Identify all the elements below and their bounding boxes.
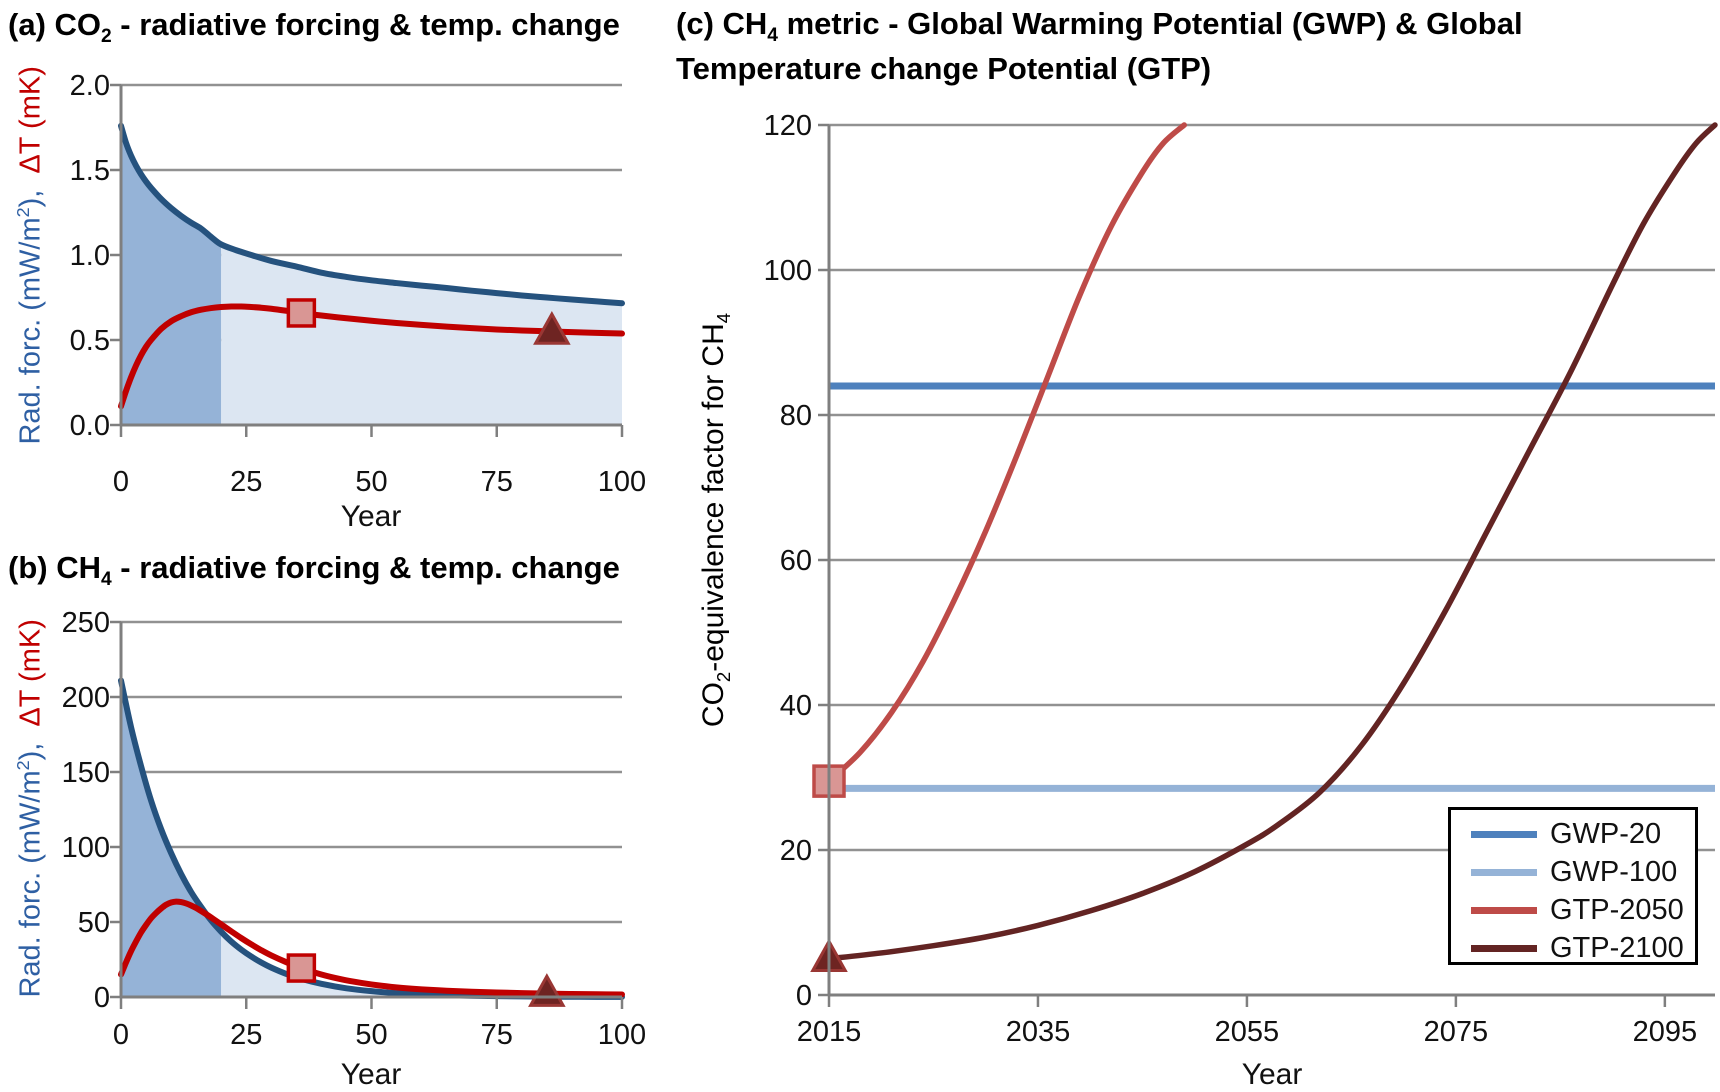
legend-line-swatch [1471,944,1537,952]
legend: GWP-20 GWP-100 GTP-2050 GTP-2100 [1448,807,1698,965]
panel-b-plot: 0 25 50 75 100 0 50 100 150 200 250 [62,607,647,1051]
x-tick-label: 2015 [797,1016,862,1048]
legend-item-gwp-20: GWP-20 [1471,815,1695,853]
panel-a-y-axis-label: Rad. forc. (mW/m2), ΔT (mK) [12,66,47,445]
x-tick-label: 50 [355,1019,387,1051]
shaded-area-20-100yr [221,931,622,997]
x-tick-label: 75 [481,466,513,498]
series-gtp-2100 [826,122,1718,962]
y-tick-label: 150 [62,757,110,789]
x-tick-label: 2035 [1006,1016,1071,1048]
y-tick-label: 0 [94,982,110,1014]
legend-item-gtp-2050: GTP-2050 [1471,891,1695,929]
y-tick-label: 60 [780,545,812,577]
y-tick-label: 100 [764,255,812,287]
x-tick-label: 75 [481,1019,513,1051]
panel-b-x-axis-label: Year [340,1058,402,1091]
x-tick-label: 2075 [1424,1016,1489,1048]
panel-a-x-axis-label: Year [340,500,402,533]
y-tick-label: 1.0 [70,240,110,272]
legend-item-gtp-2100: GTP-2100 [1471,929,1695,967]
y-tick-label: 200 [62,682,110,714]
series-gtp-2050 [826,122,1187,784]
y-tick-label: 120 [764,110,812,142]
panel-b-title: (b) CH4 - radiative forcing & temp. chan… [8,550,620,591]
y-tick-label: 40 [780,690,812,722]
y-tick-label: 2.0 [70,70,110,102]
panel-a-plot: 0 25 50 75 100 0.0 0.5 1.0 1.5 2.0 [70,70,647,498]
x-tick-label: 0 [113,1019,129,1051]
y-tick-label: 0.0 [70,410,110,442]
x-tick-label: 25 [230,466,262,498]
series-co2-temp-change [118,303,625,410]
shaded-area-0-20yr [121,680,222,997]
marker-square-2050 [286,298,317,328]
panel-c-y-axis-label: CO2-equivalence factor for CH4 [697,312,734,728]
x-tick-label: 2095 [1633,1016,1698,1048]
y-tick-label: 250 [62,607,110,639]
panel-c-plot: 2015 2035 2055 2075 2095 0 20 40 60 80 100 120 [764,110,1718,1048]
series-ch4-temp-change [118,898,625,998]
series-co2-rad-forc- [118,122,625,307]
x-tick-label: 100 [598,466,646,498]
legend-line-swatch [1471,868,1537,876]
y-tick-label: 100 [62,832,110,864]
x-tick-label: 50 [355,466,387,498]
legend-line-swatch [1471,906,1537,914]
x-tick-label: 100 [598,1019,646,1051]
y-tick-label: 1.5 [70,155,110,187]
panel-b-y-axis-label: Rad. forc. (mW/m2), ΔT (mK) [12,619,47,998]
x-tick-label: 2055 [1215,1016,1280,1048]
marker-triangle-2100 [533,311,571,345]
legend-item-gwp-100: GWP-100 [1471,853,1695,891]
shaded-area-20-100yr [221,244,622,425]
x-tick-label: 25 [230,1019,262,1051]
legend-line-swatch [1471,830,1537,838]
y-tick-label: 0 [796,980,812,1012]
y-tick-label: 20 [780,835,812,867]
marker-square-2050 [286,953,317,983]
panel-c-title: (c) CH4 metric - Global Warming Potentia… [676,6,1523,86]
panel-c-x-axis-label: Year [1241,1058,1303,1091]
y-tick-label: 0.5 [70,325,110,357]
y-tick-label: 50 [78,907,110,939]
panel-a-title: (a) CO2 - radiative forcing & temp. chan… [8,7,620,48]
x-tick-label: 0 [113,466,129,498]
y-tick-label: 80 [780,400,812,432]
